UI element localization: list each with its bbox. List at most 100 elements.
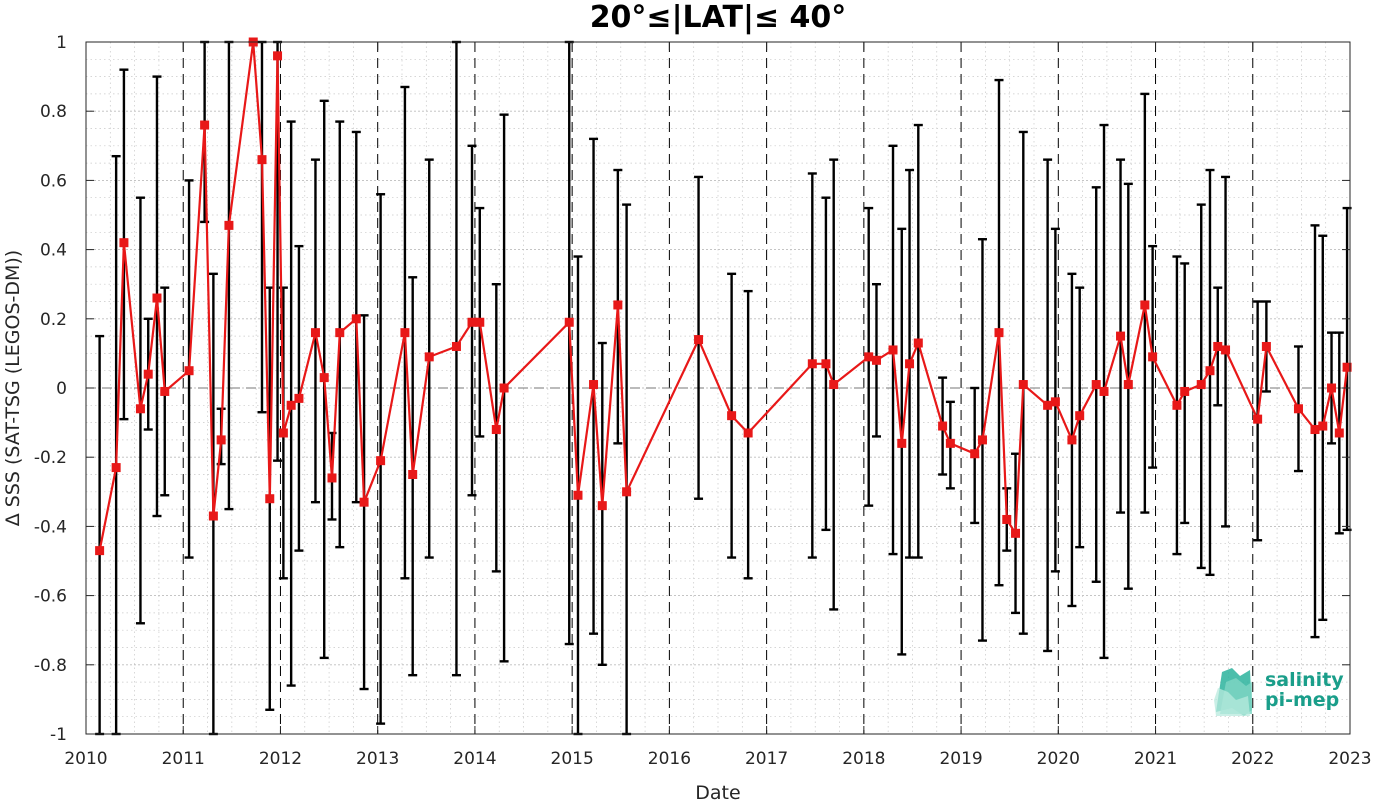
data-point	[475, 317, 485, 327]
data-point	[1310, 425, 1320, 435]
data-point	[278, 428, 288, 438]
x-tick-label: 2019	[939, 749, 982, 769]
y-tick-label: -0.6	[34, 587, 67, 607]
data-point	[1123, 380, 1133, 390]
data-point	[807, 359, 817, 369]
data-point	[938, 421, 948, 431]
data-point	[400, 328, 410, 338]
data-point	[135, 404, 145, 414]
x-tick-label: 2023	[1328, 749, 1371, 769]
y-tick-label: 1	[56, 33, 67, 53]
data-point	[1253, 414, 1263, 424]
data-point	[694, 335, 704, 345]
data-point	[1002, 514, 1012, 524]
data-point	[111, 463, 121, 473]
y-tick-label: 0.6	[40, 171, 67, 191]
x-tick-label: 2014	[453, 749, 496, 769]
y-tick-label: 0.2	[40, 310, 67, 330]
data-point	[351, 314, 361, 324]
data-point	[994, 328, 1004, 338]
data-point	[335, 328, 345, 338]
x-tick-label: 2011	[162, 749, 205, 769]
y-tick-label: -0.8	[34, 656, 67, 676]
x-tick-label: 2017	[745, 749, 788, 769]
data-point	[821, 359, 831, 369]
data-point	[1196, 380, 1206, 390]
data-point	[622, 487, 632, 497]
data-point	[871, 355, 881, 365]
x-axis-ticks: 2010 2011 2012 2013 2014 2015 2016 2017 2018 2019…	[64, 42, 1372, 769]
data-point	[1221, 345, 1231, 355]
data-point	[829, 380, 839, 390]
data-point	[408, 470, 418, 479]
data-point	[573, 490, 583, 500]
data-point	[160, 386, 170, 396]
data-point	[499, 383, 509, 393]
data-point	[1180, 386, 1190, 396]
data-point	[208, 511, 218, 521]
logo-text-line2: pi-mep	[1265, 689, 1339, 711]
series-line	[98, 41, 1349, 551]
y-tick-label: 0.8	[40, 102, 67, 122]
data-point	[888, 345, 898, 355]
data-point	[589, 380, 599, 390]
data-point	[1018, 380, 1028, 390]
data-point	[119, 238, 129, 248]
x-tick-label: 2020	[1037, 749, 1080, 769]
data-point	[451, 341, 461, 351]
data-point	[1334, 428, 1344, 438]
data-point	[913, 338, 923, 348]
y-tick-label: 0	[56, 379, 67, 399]
data-point	[319, 373, 329, 383]
x-axis-label: Date	[695, 782, 740, 801]
logo-text-line1: salinity	[1265, 669, 1344, 691]
data-point	[273, 51, 283, 61]
data-point	[945, 438, 955, 448]
data-point	[1011, 528, 1021, 538]
data-point	[184, 366, 194, 376]
data-point	[897, 438, 907, 448]
data-point	[200, 120, 210, 130]
data-point	[294, 393, 304, 403]
x-tick-label: 2016	[648, 749, 691, 769]
data-point	[1205, 366, 1215, 376]
data-point	[424, 352, 434, 362]
data-markers	[95, 37, 1352, 556]
x-tick-label: 2013	[356, 749, 399, 769]
data-point	[327, 473, 337, 483]
data-point	[152, 293, 162, 303]
chart-title: 20°≤|LAT|≤ 40°	[590, 0, 847, 35]
x-tick-label: 2010	[64, 749, 107, 769]
data-point	[1148, 352, 1158, 362]
x-tick-label: 2021	[1134, 749, 1177, 769]
minor-grid	[86, 42, 1350, 734]
data-point	[864, 352, 874, 362]
data-point	[467, 317, 477, 327]
data-point	[597, 501, 607, 511]
salinity-pi-mep-logo: salinity pi-mep	[1214, 668, 1344, 716]
data-point	[1099, 386, 1109, 396]
y-tick-label: -1	[50, 725, 67, 745]
x-tick-label: 2012	[259, 749, 302, 769]
data-point	[95, 546, 105, 556]
y-axis-label: Δ SSS (SAT-TSG (LEGOS-DM))	[2, 250, 24, 526]
data-point	[727, 411, 737, 421]
data-point	[376, 456, 386, 466]
y-tick-label: -0.4	[34, 517, 67, 537]
data-point	[216, 435, 226, 445]
data-point	[1327, 383, 1337, 393]
data-point	[224, 220, 234, 230]
data-point	[1091, 380, 1101, 390]
x-tick-label: 2015	[551, 749, 594, 769]
data-point	[310, 328, 320, 338]
data-point	[1050, 397, 1060, 407]
data-point	[286, 400, 296, 410]
data-point	[743, 428, 753, 438]
data-point	[1261, 341, 1271, 351]
y-axis-ticks: -1 -0.8 -0.6 -0.4 -0.2 0 0.2 0.4 0.6 0.8 1	[34, 33, 1350, 745]
data-point	[257, 155, 267, 165]
data-point	[1075, 411, 1085, 421]
data-point	[977, 435, 987, 445]
data-point	[1293, 404, 1303, 414]
